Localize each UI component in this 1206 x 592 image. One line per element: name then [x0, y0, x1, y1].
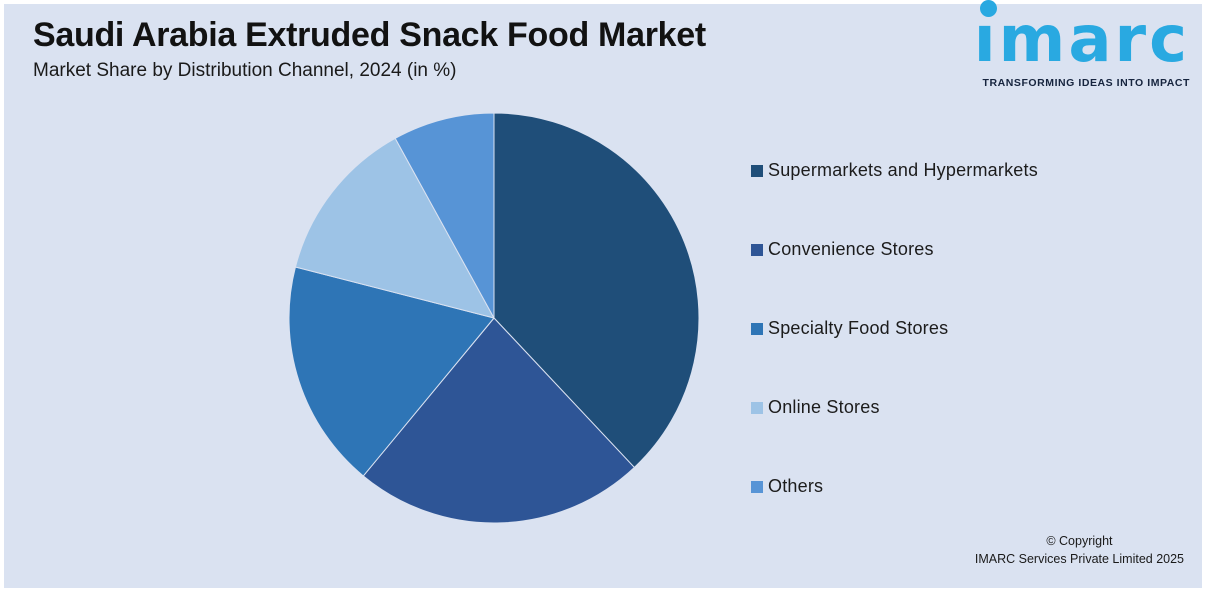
copyright-line2: IMARC Services Private Limited 2025 [974, 551, 1184, 566]
pie-slice-1 [362, 317, 635, 524]
chart-subtitle: Market Share by Distribution Channel, 20… [33, 60, 457, 81]
legend-swatch [751, 401, 763, 414]
legend-swatch [751, 243, 763, 256]
pie-chart-area [284, 108, 704, 528]
pie-slice-0 [493, 112, 700, 468]
imarc-tagline: TRANSFORMING IDEAS INTO IMPACT [982, 77, 1190, 89]
legend-label: Specialty Food Stores [768, 318, 949, 338]
imarc-logo: ımarc TRANSFORMING IDEAS INTO IMPACT [974, 0, 1190, 89]
imarc-wordmark-text: ımarc [973, 3, 1190, 77]
logo-dot-icon [979, 0, 997, 17]
copyright-line1: © Copyright [1046, 533, 1113, 548]
pie-slice-2 [288, 266, 495, 477]
pie-slice-4 [394, 112, 495, 319]
page-title: Saudi Arabia Extruded Snack Food Market [33, 16, 706, 54]
legend-item-supermarkets: Supermarkets and Hypermarkets [751, 160, 1038, 180]
legend-label: Others [768, 476, 824, 496]
legend-item-convenience: Convenience Stores [751, 239, 1038, 259]
legend-item-others: Others [751, 476, 1038, 496]
imarc-wordmark: ımarc [974, 0, 1190, 72]
legend-swatch [751, 480, 763, 493]
legend-swatch [751, 164, 763, 177]
legend-swatch [751, 322, 763, 335]
legend-label: Supermarkets and Hypermarkets [768, 160, 1038, 180]
legend-item-online: Online Stores [751, 397, 1038, 417]
legend-label: Convenience Stores [768, 239, 934, 259]
copyright-notice: © Copyright IMARC Services Private Limit… [975, 532, 1184, 568]
pie-slice-3 [294, 137, 495, 319]
legend: Supermarkets and Hypermarkets Convenienc… [751, 160, 1038, 496]
legend-label: Online Stores [768, 397, 880, 417]
legend-item-specialty: Specialty Food Stores [751, 318, 1038, 338]
pie-chart [288, 112, 700, 524]
